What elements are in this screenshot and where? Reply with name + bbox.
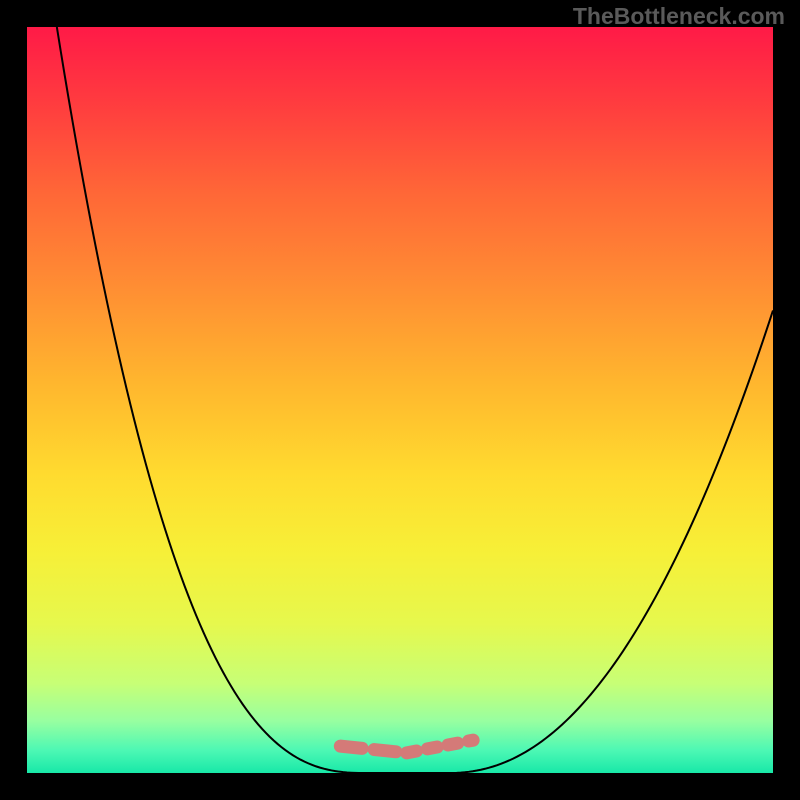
chart-container: TheBottleneck.com xyxy=(0,0,800,800)
bottleneck-curve xyxy=(57,27,773,773)
optimal-range-marker-right xyxy=(407,740,473,753)
plot-area xyxy=(27,27,773,773)
watermark-text: TheBottleneck.com xyxy=(573,3,785,30)
curve-layer xyxy=(27,27,773,773)
optimal-range-marker-left xyxy=(340,746,406,753)
